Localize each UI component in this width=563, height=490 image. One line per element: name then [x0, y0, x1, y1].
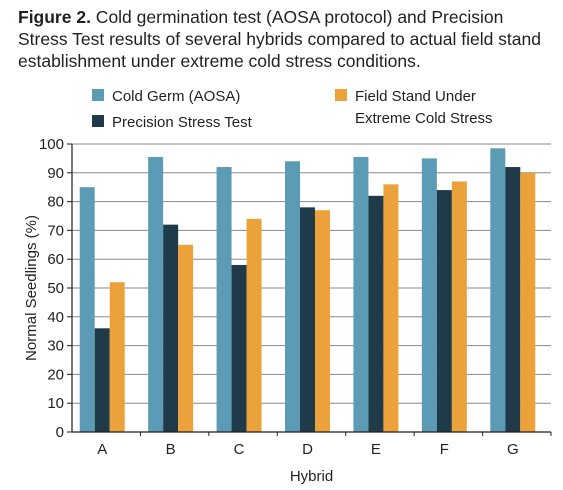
bar — [148, 156, 164, 432]
caption-text: Cold germination test (AOSA protocol) an… — [18, 7, 541, 71]
x-tick-label: A — [97, 441, 107, 458]
bar — [490, 148, 506, 432]
bar — [79, 187, 95, 432]
legend-swatch — [335, 89, 347, 101]
bar — [178, 244, 194, 432]
x-tick-label: D — [302, 441, 313, 458]
bar — [383, 184, 399, 432]
x-tick-label: E — [371, 441, 381, 458]
legend-swatch — [92, 115, 104, 127]
y-tick-label: 40 — [47, 309, 64, 326]
bar — [421, 158, 437, 432]
bar — [436, 190, 452, 432]
y-tick-label: 60 — [47, 251, 64, 268]
y-tick-label: 100 — [39, 136, 64, 153]
y-tick-label: 10 — [47, 395, 64, 412]
legend-label: Cold Germ (AOSA) — [112, 88, 240, 105]
y-axis-title: Normal Seedlings (%) — [23, 215, 40, 361]
x-tick-label: G — [507, 441, 519, 458]
bar — [520, 172, 536, 433]
bar — [109, 282, 125, 432]
bar — [451, 181, 467, 432]
x-axis-title: Hybrid — [290, 468, 333, 485]
figure-caption: Figure 2. Cold germination test (AOSA pr… — [18, 6, 548, 72]
bar — [163, 224, 179, 432]
legend-label: Field Stand Under Extreme Cold Stress — [355, 88, 493, 127]
bar — [231, 264, 247, 432]
legend: Cold Germ (AOSA) Precision Stress Test Fie… — [92, 88, 493, 131]
y-tick-label: 0 — [56, 424, 64, 441]
y-tick-label: 30 — [47, 338, 64, 355]
y-tick-label: 90 — [47, 165, 64, 182]
y-tick-label: 80 — [47, 194, 64, 211]
bar — [368, 195, 384, 432]
y-tick-label: 20 — [47, 366, 64, 383]
bar — [246, 218, 262, 432]
y-tick-label: 70 — [47, 222, 64, 239]
bar — [353, 156, 369, 432]
x-tick-label: C — [234, 441, 245, 458]
bar — [285, 161, 300, 432]
x-tick-label: F — [440, 441, 449, 458]
figure-label: Figure 2. — [18, 7, 91, 27]
axes: 0 10 20 30 40 50 60 70 80 90 100 A B C D E F G — [39, 136, 552, 458]
bar — [505, 167, 521, 433]
bars — [79, 148, 536, 433]
bar — [216, 167, 232, 433]
bar — [94, 328, 110, 432]
bar — [300, 207, 315, 432]
y-tick-label: 50 — [47, 280, 64, 297]
legend-label: Precision Stress Test — [112, 114, 253, 131]
bar — [315, 210, 330, 432]
x-tick-label: B — [166, 441, 176, 458]
legend-swatch — [92, 89, 104, 101]
